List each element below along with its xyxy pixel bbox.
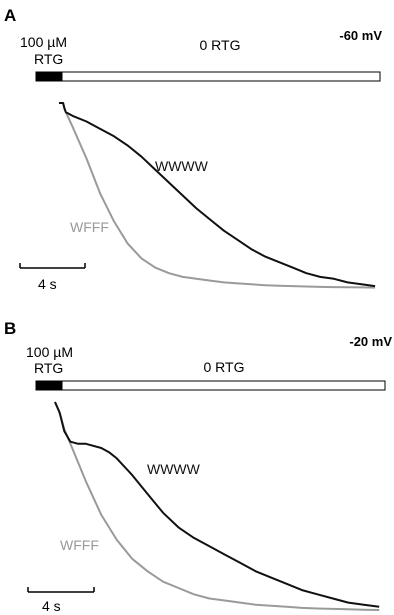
traces: WFFF WWWW	[59, 102, 376, 289]
wash-bar	[61, 71, 381, 82]
drug-pulse-bar	[35, 71, 63, 82]
pulse-label-concentration: 100 µM	[26, 344, 73, 360]
trace-wfff	[54, 401, 380, 611]
series-label-wfff: WFFF	[60, 537, 99, 553]
pulse-label-drug: RTG	[34, 51, 63, 67]
wash-bar	[61, 380, 386, 391]
series-label-wfff: WFFF	[70, 219, 109, 235]
series-label-wwww: WWWW	[147, 461, 201, 477]
traces: WFFF WWWW	[54, 401, 380, 611]
panel-a: A -60 mV 100 µM RTG 0 RTG WFFF WWWW 4 s	[4, 6, 382, 292]
series-label-wwww: WWWW	[155, 158, 209, 174]
voltage-label: -20 mV	[349, 334, 392, 349]
panel-letter: A	[4, 6, 16, 25]
wash-label: 0 RTG	[204, 359, 245, 375]
wash-label: 0 RTG	[200, 37, 241, 53]
trace-wfff	[59, 102, 376, 289]
scale-bar-label: 4 s	[38, 276, 57, 292]
panel-letter: B	[4, 319, 16, 338]
trace-wwww	[54, 401, 380, 608]
panel-b: B -20 mV 100 µM RTG 0 RTG WFFF WWWW 4 s	[4, 319, 392, 614]
trace-wwww	[59, 102, 376, 288]
pulse-label-concentration: 100 µM	[20, 34, 67, 50]
pulse-label-drug: RTG	[34, 360, 63, 376]
drug-pulse-bar	[35, 380, 63, 391]
scale-bar-label: 4 s	[42, 598, 61, 614]
voltage-label: -60 mV	[339, 28, 382, 43]
